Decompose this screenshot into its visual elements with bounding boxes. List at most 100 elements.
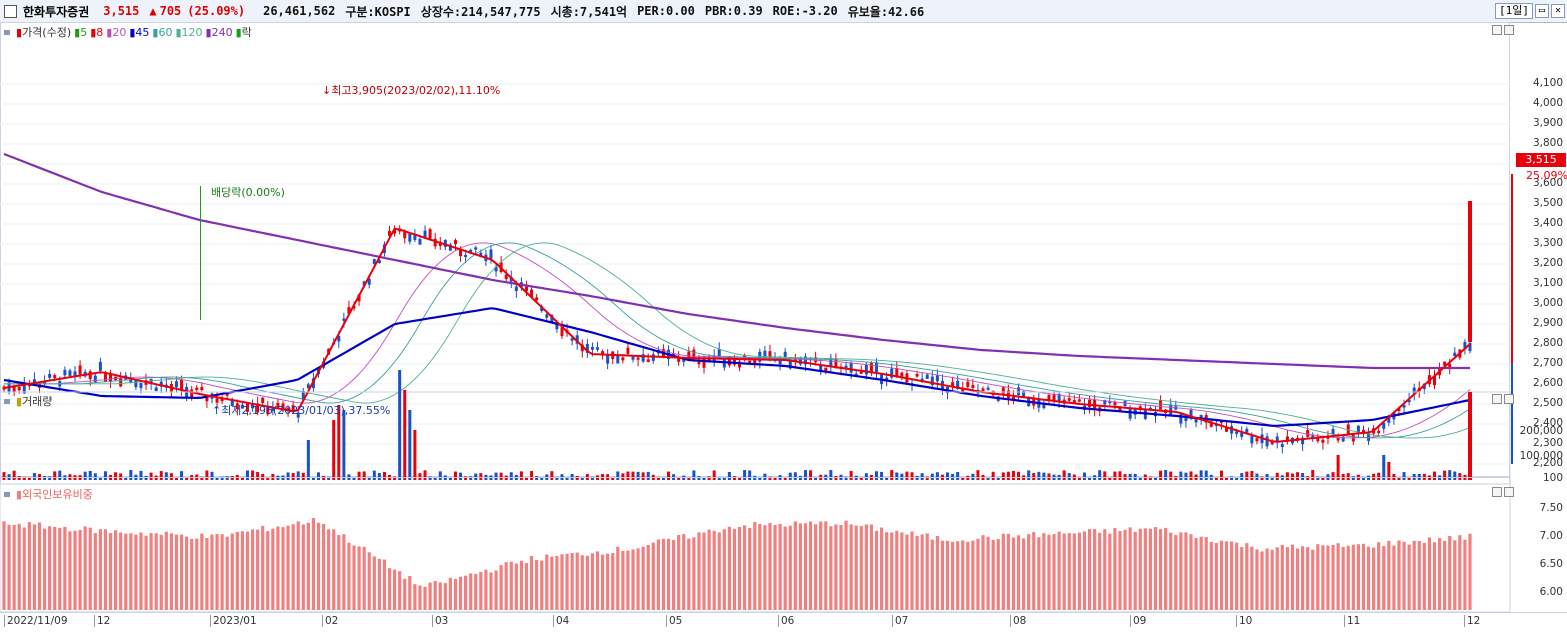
foreign-bar bbox=[874, 530, 879, 610]
foreign-bar bbox=[702, 532, 706, 610]
foreign-bar bbox=[433, 581, 437, 610]
foreign-close-icon[interactable] bbox=[1504, 487, 1514, 497]
market-value: 구분:KOSPI bbox=[345, 4, 411, 19]
price-chart[interactable] bbox=[0, 22, 1567, 632]
volume-close-icon[interactable] bbox=[1504, 394, 1514, 404]
candle-body bbox=[1159, 400, 1163, 410]
foreign-bar bbox=[611, 553, 615, 610]
volume-bar bbox=[661, 477, 665, 480]
volume-bar bbox=[362, 471, 366, 480]
volume-menu-icon[interactable] bbox=[4, 398, 10, 404]
foreign-bar bbox=[1169, 532, 1173, 610]
price-tick-label: 2,500 bbox=[1532, 397, 1563, 409]
candle-body bbox=[966, 381, 970, 387]
volume-bar bbox=[555, 476, 559, 480]
volume-bar bbox=[93, 473, 97, 480]
panel-menu-icon[interactable] bbox=[4, 29, 10, 35]
price-tick-label: 2,400 bbox=[1532, 417, 1563, 429]
foreign-minimize-icon[interactable] bbox=[1492, 487, 1502, 497]
price-tick-label: 3,900 bbox=[1532, 117, 1563, 129]
foreign-bar bbox=[321, 524, 326, 610]
foreign-bar bbox=[859, 526, 863, 610]
volume-axis: 200,000 100,000 100 bbox=[1515, 392, 1567, 484]
foreign-bar bbox=[1326, 545, 1330, 610]
panel-minimize-icon[interactable] bbox=[1492, 25, 1502, 35]
legend-ma5: ▮5 bbox=[74, 25, 88, 39]
candle-body bbox=[306, 384, 310, 389]
volume-bar bbox=[479, 473, 483, 480]
candle-body bbox=[1113, 402, 1117, 406]
foreign-bar bbox=[159, 534, 163, 610]
volume-bar bbox=[301, 472, 305, 480]
candle-body bbox=[1402, 405, 1406, 408]
candle-body bbox=[560, 327, 564, 337]
candle-body bbox=[1042, 403, 1046, 409]
foreign-bar bbox=[626, 550, 630, 610]
foreign-bar bbox=[332, 529, 336, 610]
foreign-bar bbox=[245, 531, 250, 610]
foreign-bar bbox=[1042, 533, 1046, 610]
foreign-bar bbox=[616, 546, 620, 610]
foreign-bar bbox=[479, 571, 483, 610]
candle-body bbox=[961, 387, 965, 393]
candle-body bbox=[1057, 393, 1061, 403]
volume-bar bbox=[271, 473, 275, 480]
foreign-bar bbox=[1016, 535, 1021, 610]
candle-body bbox=[1047, 394, 1051, 401]
foreign-menu-icon[interactable] bbox=[4, 491, 10, 497]
foreign-bar bbox=[484, 569, 488, 610]
legend-ma45-label: 45 bbox=[135, 25, 150, 39]
restore-icon[interactable]: ▭ bbox=[1535, 4, 1549, 18]
close-icon[interactable]: ✕ bbox=[1551, 4, 1565, 18]
volume-bar bbox=[1219, 470, 1223, 480]
foreign-bar bbox=[743, 525, 747, 610]
foreign-bar bbox=[1392, 545, 1396, 610]
candle-body bbox=[1118, 407, 1122, 412]
candle-body bbox=[276, 402, 280, 408]
foreign-bar bbox=[519, 560, 524, 610]
foreign-bar bbox=[458, 576, 463, 610]
legend-ma8-label: 8 bbox=[96, 25, 104, 39]
foreign-bar bbox=[357, 546, 361, 610]
candle-body bbox=[951, 382, 955, 387]
time-tick-label: 08 bbox=[1010, 615, 1026, 627]
stock-name[interactable]: 한화투자증권 bbox=[23, 4, 90, 19]
volume-bar bbox=[1402, 472, 1406, 480]
foreign-bar bbox=[712, 530, 716, 610]
price-tick-label: 4,100 bbox=[1532, 77, 1563, 89]
foreign-bar bbox=[93, 533, 97, 610]
select-checkbox[interactable] bbox=[4, 4, 17, 18]
volume-bar bbox=[220, 476, 224, 480]
candle-body bbox=[1225, 426, 1229, 432]
volume-bar bbox=[641, 472, 645, 480]
foreign-bar bbox=[256, 529, 260, 610]
foreign-bar bbox=[636, 548, 640, 610]
volume-bar bbox=[585, 473, 589, 480]
candle-body bbox=[1022, 390, 1026, 398]
candle-body bbox=[174, 381, 178, 388]
volume-bar bbox=[408, 410, 412, 480]
candle-body bbox=[73, 371, 77, 376]
volume-bar bbox=[1290, 473, 1294, 480]
period-selector[interactable]: [1일] bbox=[1495, 3, 1533, 19]
volume-bar bbox=[398, 370, 402, 480]
candle-body bbox=[1017, 387, 1021, 395]
volume-bar bbox=[616, 471, 620, 480]
time-tick-label: 12 bbox=[1464, 615, 1480, 627]
candle-body bbox=[48, 373, 52, 378]
price-tick-label: 3,000 bbox=[1532, 297, 1563, 309]
volume-minimize-icon[interactable] bbox=[1492, 394, 1502, 404]
candle-body bbox=[1407, 399, 1411, 403]
candle-body bbox=[606, 354, 610, 364]
volume-bar bbox=[991, 471, 995, 480]
volume-bar bbox=[403, 390, 407, 480]
candle-body bbox=[413, 234, 417, 240]
foreign-bar bbox=[1301, 546, 1305, 610]
volume-bar bbox=[1138, 477, 1142, 480]
panel-close-icon[interactable] bbox=[1504, 25, 1514, 35]
foreign-bar bbox=[78, 530, 82, 610]
candle-body bbox=[1189, 409, 1193, 418]
volume-bar bbox=[763, 473, 767, 480]
volume-bar bbox=[1133, 473, 1137, 480]
candle-body bbox=[393, 229, 397, 234]
